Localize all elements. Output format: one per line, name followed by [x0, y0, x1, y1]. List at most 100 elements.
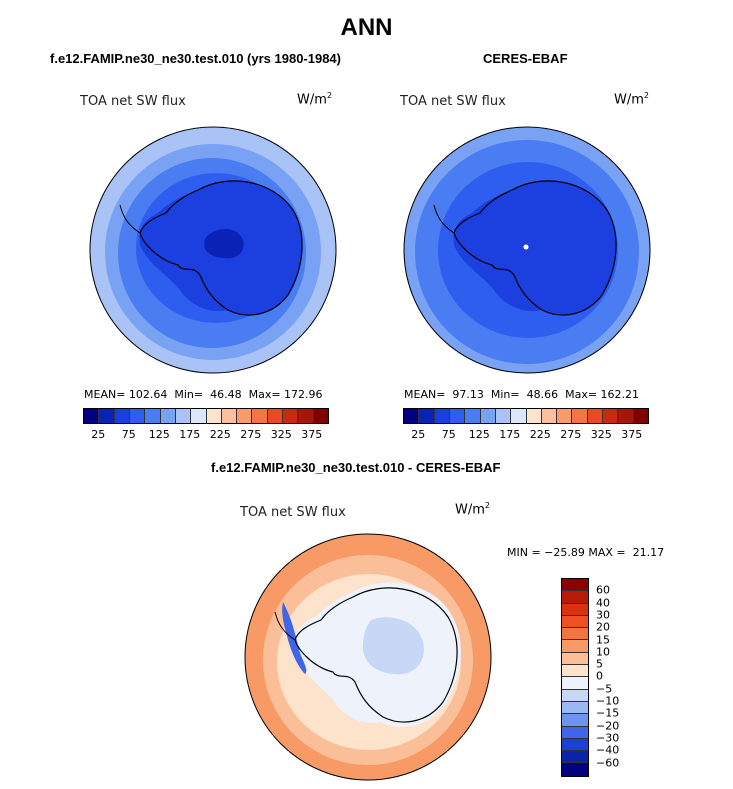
panel-3-stats: MIN = −25.89 MAX = 21.17: [507, 546, 665, 559]
colorbar-swatch: [562, 751, 588, 764]
colorbar-tick-label: −10: [596, 694, 620, 708]
colorbar-swatch: [84, 409, 100, 423]
panel-3-colorbar-labels: 60 40 30 20 15 10 5 0 −5 −10 −15 −20 −30 −40 −60: [596, 578, 636, 778]
colorbar-tick-label: 75: [121, 428, 136, 441]
colorbar-tick-label: 15: [596, 633, 610, 646]
panel-2-field-label: TOA net SW flux: [400, 94, 506, 109]
colorbar-swatch: [562, 615, 588, 629]
panel-2-antarctica-fill: [453, 180, 617, 315]
colorbar-swatch: [562, 677, 588, 690]
colorbar-swatch: [562, 603, 588, 616]
panel-1-units: W/m2: [297, 91, 332, 108]
colorbar-swatch: [562, 701, 588, 715]
panel-1-coastline: [139, 180, 303, 316]
colorbar-swatch: [404, 409, 420, 423]
colorbar-tick-label: 60: [596, 583, 610, 597]
colorbar-swatch: [465, 409, 481, 423]
colorbar-tick-label: 275: [560, 428, 582, 441]
panel-2-units: W/m2: [614, 91, 649, 108]
colorbar-swatch: [313, 409, 328, 423]
colorbar-swatch: [419, 409, 435, 423]
colorbar-swatch: [191, 409, 207, 423]
colorbar-tick-label: −5: [596, 682, 613, 696]
colorbar-swatch: [221, 409, 238, 423]
panel-3-peninsula: [274, 611, 296, 641]
colorbar-swatch: [572, 409, 588, 423]
colorbar-tick-label: −15: [596, 706, 620, 720]
colorbar-tick-label: 225: [209, 428, 231, 441]
colorbar-tick-label: 325: [590, 428, 612, 441]
colorbar-swatch: [495, 409, 512, 423]
colorbar-tick-label: 325: [270, 428, 292, 441]
colorbar-swatch: [587, 409, 604, 423]
panel-1-stats: MEAN= 102.64 Min= 46.48 Max= 172.96: [84, 388, 323, 401]
panel-3-units: W/m2: [455, 501, 490, 518]
panel-3-field-label: TOA net SW flux: [240, 505, 346, 520]
colorbar-swatch: [526, 409, 542, 423]
colorbar-swatch: [562, 714, 588, 727]
colorbar-tick-label: −30: [596, 731, 620, 745]
colorbar-tick-label: 10: [596, 645, 610, 659]
colorbar-swatch: [562, 591, 588, 604]
panel-3-map: [244, 533, 492, 781]
colorbar-tick-label: 275: [240, 428, 262, 441]
panel-3-colorbar: [561, 578, 589, 777]
colorbar-tick-label: 25: [91, 428, 106, 441]
colorbar-tick-label: 125: [468, 428, 490, 441]
colorbar-swatch: [562, 665, 588, 678]
main-title: ANN: [340, 14, 393, 41]
colorbar-tick-label: 375: [621, 428, 643, 441]
panel-1-title: f.e12.FAMIP.ne30_ne30.test.010 (yrs 1980…: [50, 51, 341, 66]
colorbar-swatch: [562, 738, 588, 752]
colorbar-tick-label: 30: [596, 608, 610, 622]
colorbar-swatch: [449, 409, 466, 423]
colorbar-tick-label: 20: [596, 620, 610, 634]
colorbar-tick-label: 0: [596, 669, 603, 683]
colorbar-swatch: [160, 409, 176, 423]
panel-2-coastline: [453, 180, 617, 316]
colorbar-tick-label: −60: [596, 756, 620, 769]
colorbar-tick-label: −40: [596, 743, 620, 757]
colorbar-tick-label: 175: [179, 428, 201, 441]
colorbar-swatch: [562, 652, 588, 666]
colorbar-swatch: [267, 409, 284, 423]
panel-2-title: CERES-EBAF: [483, 51, 568, 66]
panel-2-peninsula: [433, 204, 455, 234]
panel-3-coastline: [294, 587, 458, 723]
colorbar-swatch: [175, 409, 192, 423]
colorbar-swatch: [562, 726, 588, 739]
colorbar-swatch: [252, 409, 268, 423]
colorbar-swatch: [283, 409, 299, 423]
colorbar-swatch: [434, 409, 450, 423]
panel-3-map-border: [244, 533, 492, 781]
panel-2-colorbar: [403, 408, 649, 424]
colorbar-swatch: [541, 409, 558, 423]
colorbar-tick-label: 125: [148, 428, 170, 441]
colorbar-swatch: [562, 579, 588, 592]
colorbar-swatch: [557, 409, 573, 423]
panel-1-colorbar: [83, 408, 329, 424]
colorbar-swatch: [114, 409, 130, 423]
colorbar-swatch: [129, 409, 146, 423]
colorbar-tick-label: 75: [441, 428, 456, 441]
panel-1-low-region: [204, 229, 244, 259]
colorbar-swatch: [511, 409, 527, 423]
panel-2-map-border: [403, 126, 651, 374]
colorbar-swatch: [562, 763, 588, 776]
panel-3-peninsula-neg: [282, 602, 307, 674]
colorbar-swatch: [603, 409, 619, 423]
panel-2-stats: MEAN= 97.13 Min= 48.66 Max= 162.21: [404, 388, 640, 401]
colorbar-swatch: [618, 409, 634, 423]
colorbar-tick-label: 225: [529, 428, 551, 441]
colorbar-swatch: [145, 409, 161, 423]
colorbar-tick-label: 375: [301, 428, 323, 441]
panel-3-neg-region: [362, 617, 424, 675]
panel-1-colorbar-labels: 25 75 125 175 225 275 325 375: [83, 428, 327, 442]
colorbar-swatch: [480, 409, 496, 423]
colorbar-swatch: [237, 409, 253, 423]
panel-1-peninsula: [119, 204, 141, 234]
colorbar-tick-label: 5: [596, 657, 603, 671]
colorbar-tick-label: 175: [499, 428, 521, 441]
colorbar-swatch: [562, 689, 588, 702]
panel-1-map: [89, 126, 337, 374]
